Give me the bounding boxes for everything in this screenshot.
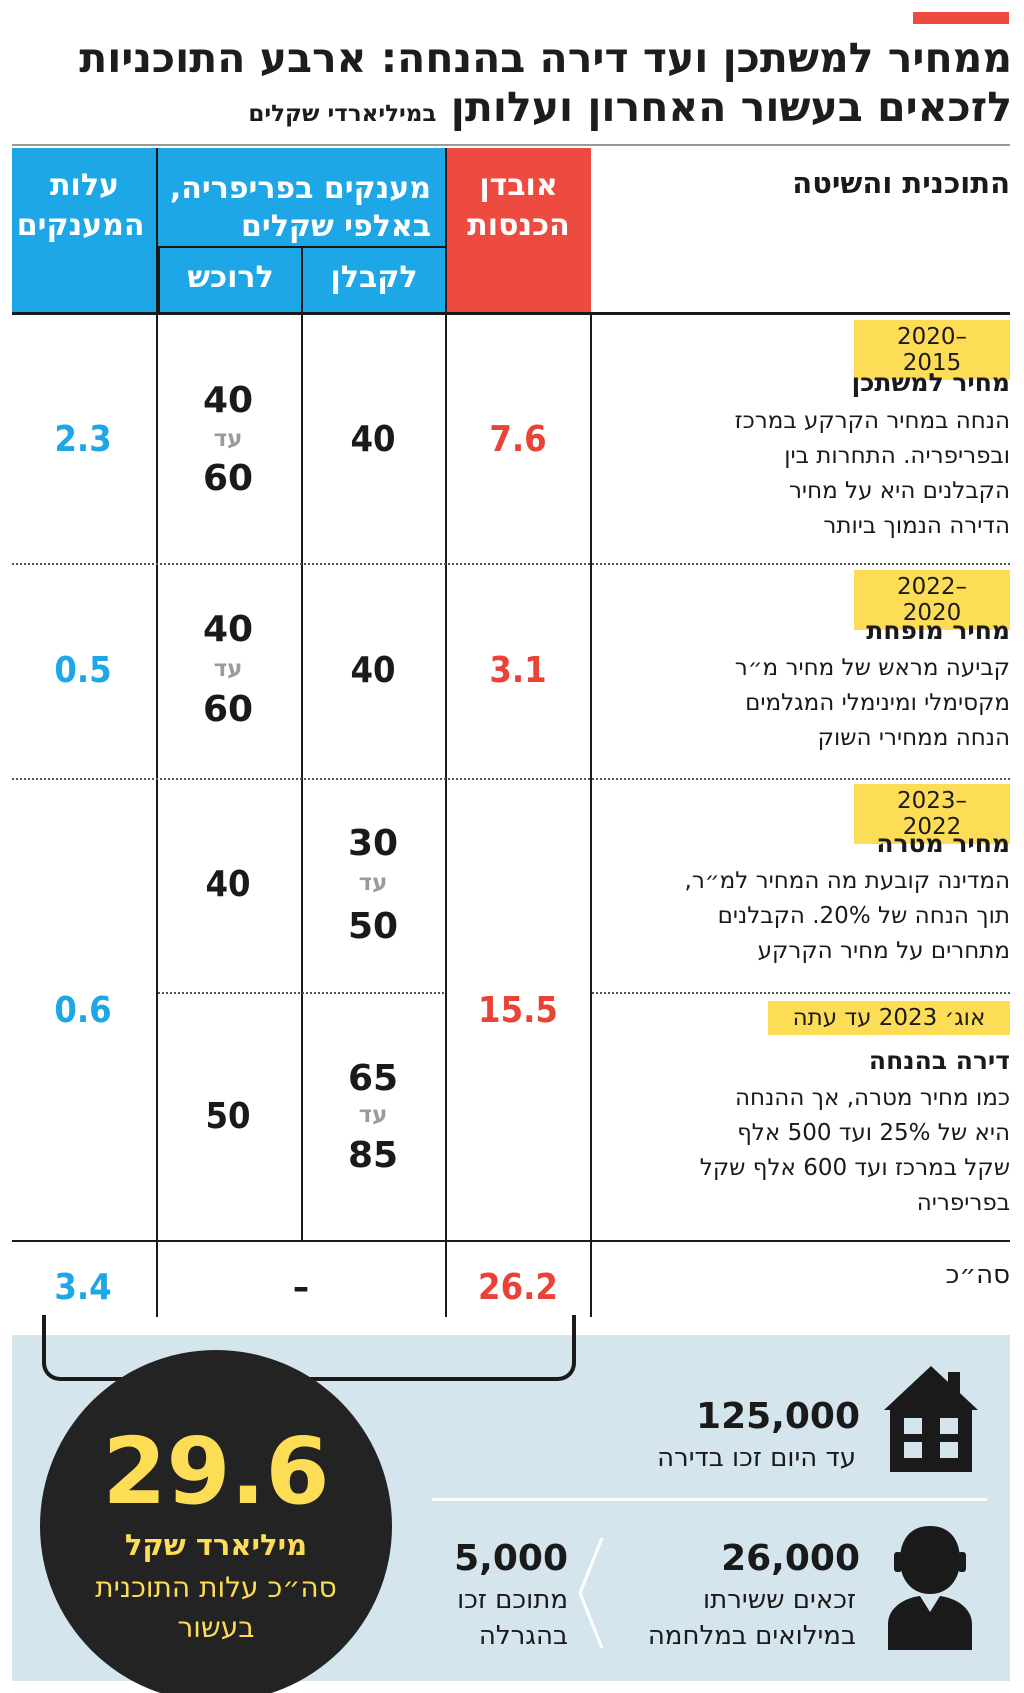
title-unit: במיליארדי שקלים [248,101,437,127]
grants-cost-value: 2.3 [54,419,112,460]
reservists-text-line: במילואים במלחמה [647,1621,856,1651]
desc-line: קביעה מראש של מחיר מ״ר [734,655,1010,681]
buyer-grant-value: 50 [205,1096,251,1137]
income-loss-value: 3.1 [489,650,547,691]
column-header-grants: מענקים בפריפריה, באלפי שקלים לקבלן לרוכש [158,148,445,312]
period-tag: 2022–2020 [854,570,1010,630]
reservists-text-line: זכאים ששירתו [703,1585,856,1615]
reservists-text: זכאים ששירתו במילואים במלחמה [648,1582,856,1654]
grants-cost-value: 0.5 [54,650,112,691]
income-loss-header-text: אובדן הכנסות [467,168,570,243]
buyer-grant-separator: עד [213,656,243,682]
grants-cost-merged-value: 0.6 [54,990,112,1031]
sum-brace [42,1315,576,1381]
reservists-count: 26,000 [721,1538,860,1579]
person-icon [888,1526,972,1650]
title-line-2-text: לזכאים בעשור האחרון ועלותן [450,83,1012,131]
desc-line: הנחה ממחירי השוק [817,725,1010,751]
row-divider [12,778,1010,780]
desc-line: מקסימלי ומינימלי המגלמים [745,690,1010,716]
reservists-won-text-line: מתוכם זכו [457,1585,568,1615]
column-divider [156,148,158,1317]
title-line-1: ממחיר למשתכן ועד דירה בהנחה: ארבע התוכני… [79,34,1012,82]
plan-name: דירה בהנחה [868,1046,1010,1075]
contractor-grant-to: 50 [347,906,399,947]
total-cost-unit: מיליארד שקל [124,1528,308,1562]
buyer-grant-value: 40 [205,864,251,905]
column-divider [590,314,592,1317]
desc-line: שקל במרכז ועד 600 אלף שקל [699,1155,1010,1181]
row-divider [158,992,444,994]
period-tag: 2023–2022 [854,784,1010,844]
title-line-2: לזכאים בעשור האחרון ועלותן במיליארדי שקל… [22,83,1012,139]
desc-line: הקבלנים היא על מחיר [788,478,1010,504]
column-header-income-loss: אובדן הכנסות [446,148,591,312]
desc-line: מתחרים על מחיר הקרקע [757,938,1010,964]
contractor-grant-to: 85 [347,1135,399,1176]
contractor-grant-from: 65 [347,1058,399,1099]
winners-count: 125,000 [696,1396,860,1437]
panel-divider [432,1498,987,1501]
grants-header-text: מענקים בפריפריה, באלפי שקלים [158,148,445,248]
desc-line: הנחה במחיר הקרקע במרכז [734,408,1010,434]
column-divider [445,148,447,1317]
column-header-buyer: לרוכש [158,248,301,312]
contractor-grant-value: 40 [350,419,396,460]
plan-description: כמו מחיר מטרה, אך ההנחה היא של 25% ועד 5… [700,1081,1010,1221]
reservists-won-text-line: בהגרלה [478,1621,568,1651]
contractor-grant-separator: עד [358,1102,388,1128]
total-label: סה״כ [945,1260,1010,1290]
buyer-grant-from: 40 [202,609,254,650]
buyer-grant-to: 60 [202,689,254,730]
plan-name: מחיר מטרה [876,829,1010,858]
total-grants-cost: 3.4 [54,1267,112,1308]
desc-line: הדירה הנמוך ביותר [823,513,1010,539]
desc-line: ובפריפריה. התחרות בין [784,443,1010,469]
column-header-contractor: לקבלן [330,260,418,295]
total-cost-description: סה״כ עלות התוכנית בעשור [95,1571,337,1644]
total-cost-circle [40,1350,392,1693]
header-underline [12,312,1010,315]
desc-line: המדינה קובעת מה המחיר למ״ר, [684,868,1010,894]
buyer-grant-separator: עד [213,426,243,452]
desc-line: בפריפריה [916,1190,1010,1216]
grants-cost-header-text: עלות המענקים [16,168,145,243]
plan-name: מחיר מופחת [866,616,1010,645]
contractor-grant-separator: עד [358,870,388,896]
period-tag: אוג׳ 2023 עד עתה [768,1001,1010,1035]
buyer-grant-to: 60 [202,458,254,499]
column-header-method: התוכנית והשיטה [792,166,1010,200]
contractor-grant-from: 30 [347,823,399,864]
plan-description: קביעה מראש של מחיר מ״ר מקסימלי ומינימלי … [735,651,1010,756]
desc-line: תוך הנחה של 20%. הקבלנים [717,903,1010,929]
total-rule [12,1240,1010,1242]
reservists-won-count: 5,000 [454,1538,568,1579]
plan-description: המדינה קובעת מה המחיר למ״ר, תוך הנחה של … [685,864,1010,969]
total-grants: – [292,1267,310,1308]
plan-description: הנחה במחיר הקרקע במרכז ובפריפריה. התחרות… [735,404,1010,544]
column-header-grants-cost: עלות המענקים [12,148,157,312]
buyer-grant-from: 40 [202,380,254,421]
accent-bar [913,12,1009,24]
row-divider [592,992,1010,994]
income-loss-value: 7.6 [489,419,547,460]
plan-name: מחיר למשתכן [851,368,1010,397]
page-title: ממחיר למשתכן ועד דירה בהנחה: ארבע התוכני… [22,34,1012,139]
reservists-won-text: מתוכם זכו בהגרלה [457,1582,568,1654]
total-income-loss: 26.2 [478,1267,558,1308]
chevron-left-icon [578,1537,604,1649]
winners-text: עד היום זכו בדירה [657,1443,856,1473]
desc-line: כמו מחיר מטרה, אך ההנחה [735,1085,1010,1111]
income-loss-merged-value: 15.5 [478,990,558,1031]
desc-line: היא של 25% ועד 500 אלף [737,1120,1010,1146]
total-cost-value: 29.6 [102,1418,330,1525]
house-icon [884,1366,978,1472]
title-rule [12,144,1010,146]
row-divider [12,563,1010,565]
column-divider [301,248,303,1240]
contractor-grant-value: 40 [350,650,396,691]
period-tag: 2020–2015 [854,320,1010,380]
